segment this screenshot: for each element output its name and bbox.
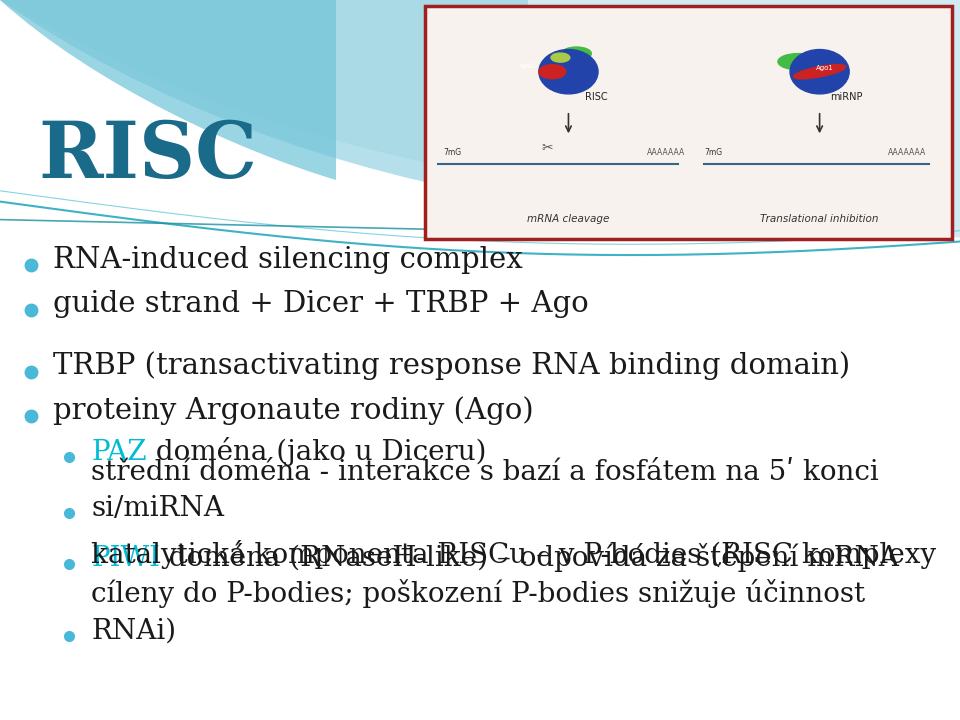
Text: Ago2: Ago2 [519, 63, 537, 68]
Text: doména (RNaseH-like) – odpovídá za štěpení mRNA: doména (RNaseH-like) – odpovídá za štěpe… [160, 544, 900, 572]
Text: PIWI: PIWI [91, 546, 160, 572]
Ellipse shape [551, 53, 570, 62]
Text: RISC: RISC [38, 118, 257, 194]
Text: PAZ: PAZ [91, 439, 147, 466]
FancyBboxPatch shape [425, 6, 952, 239]
Circle shape [790, 50, 850, 94]
Text: katalytická komponenta RISCu – v P-bodies (RISC komplexy
cíleny do P-bodies; poš: katalytická komponenta RISCu – v P-bodie… [91, 539, 936, 644]
Text: Translational inhibition: Translational inhibition [760, 214, 878, 224]
Text: miRNP: miRNP [830, 92, 863, 102]
Text: střední doména - interakce s bazí a fosfátem na 5ʹ konci
si/miRNA: střední doména - interakce s bazí a fosf… [91, 459, 879, 522]
Text: proteiny Argonaute rodiny (Ago): proteiny Argonaute rodiny (Ago) [53, 396, 534, 425]
Ellipse shape [562, 47, 591, 60]
Text: guide strand + Dicer + TRBP + Ago: guide strand + Dicer + TRBP + Ago [53, 290, 588, 318]
Text: 7mG: 7mG [443, 148, 461, 157]
PathPatch shape [0, 0, 528, 202]
Circle shape [539, 50, 598, 94]
Text: RISC: RISC [585, 92, 608, 102]
Text: AAAAAAA: AAAAAAA [888, 148, 925, 157]
Text: RNA-induced silencing complex: RNA-induced silencing complex [53, 246, 522, 274]
Ellipse shape [794, 65, 846, 79]
Text: mRNA cleavage: mRNA cleavage [527, 214, 610, 224]
Text: AAAAAAA: AAAAAAA [647, 148, 685, 157]
Text: ✂: ✂ [541, 140, 553, 155]
Text: 7mG: 7mG [705, 148, 723, 157]
Ellipse shape [778, 53, 818, 70]
Text: doména (jako u Diceru): doména (jako u Diceru) [147, 437, 487, 466]
Ellipse shape [539, 65, 565, 78]
PathPatch shape [0, 0, 336, 180]
Text: TRBP (transactivating response RNA binding domain): TRBP (transactivating response RNA bindi… [53, 351, 850, 380]
PathPatch shape [0, 0, 960, 238]
Text: Ago1: Ago1 [816, 65, 834, 71]
